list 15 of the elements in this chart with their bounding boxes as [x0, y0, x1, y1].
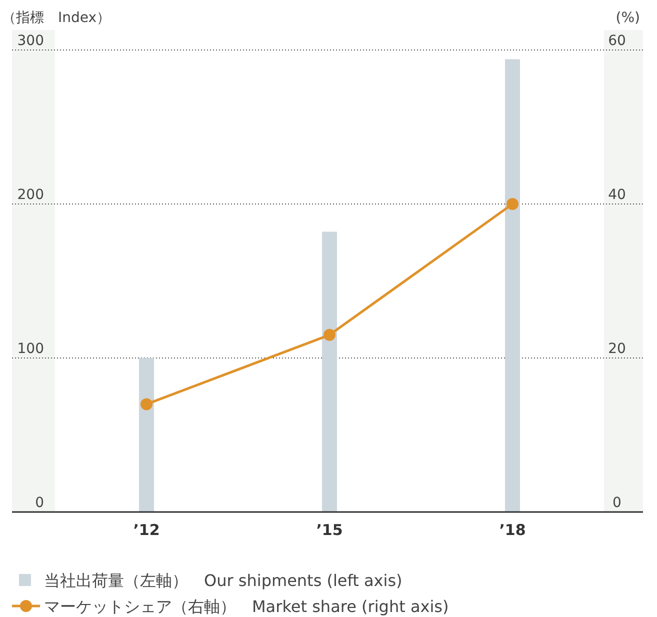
legend-label: 当社出荷量（左軸） Our shipments (left axis)	[44, 571, 402, 590]
y2-axis-title: (%)	[616, 10, 640, 26]
y-tick-label: 200	[17, 187, 44, 203]
y2-tick-label: 60	[608, 33, 626, 49]
y2-tick-label: 40	[608, 187, 626, 203]
y-tick-label: 100	[17, 341, 44, 357]
y2-tick-label: 20	[608, 341, 626, 357]
y-tick-label: 300	[17, 33, 44, 49]
y-tick-label: 0	[35, 495, 44, 511]
y-axis-title: （指標 Index）	[2, 10, 111, 26]
x-tick-label: ’18	[499, 521, 526, 539]
y2-tick-label: 0	[612, 495, 622, 511]
x-tick-label: ’15	[316, 521, 343, 539]
legend-label: マーケットシェア（右軸） Market share (right axis)	[44, 597, 449, 616]
x-tick-label: ’12	[133, 521, 160, 539]
